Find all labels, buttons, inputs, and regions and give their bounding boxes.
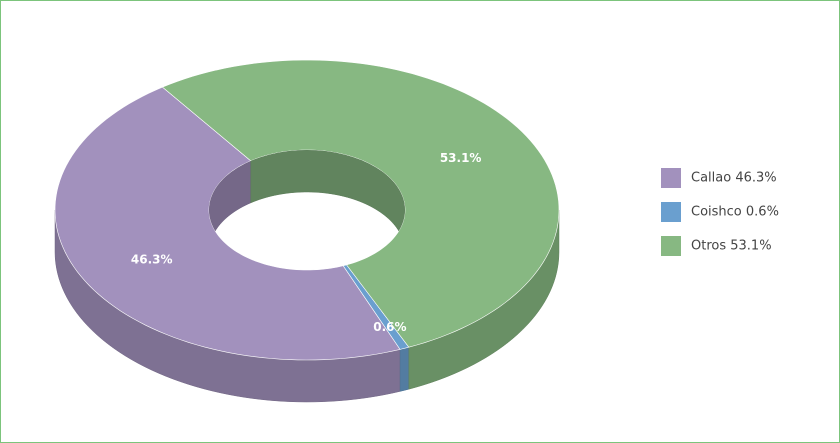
slice-side <box>399 346 410 392</box>
legend-swatch <box>661 168 681 188</box>
data-label: 53.1% <box>440 151 482 165</box>
legend: Callao 46.3% Coishco 0.6% Otros 53.1% <box>661 168 779 256</box>
legend-label: Otros 53.1% <box>691 239 772 254</box>
slice-inner <box>250 150 405 253</box>
data-label: 46.3% <box>131 252 173 266</box>
legend-label: Coishco 0.6% <box>691 205 779 220</box>
top-faces <box>54 59 560 361</box>
legend-label: Callao 46.3% <box>691 171 777 186</box>
data-label: 0.6% <box>373 320 406 334</box>
legend-swatch <box>661 202 681 222</box>
data-labels: 46.3% 0.6% 53.1% <box>131 151 482 334</box>
legend-swatch <box>661 236 681 256</box>
